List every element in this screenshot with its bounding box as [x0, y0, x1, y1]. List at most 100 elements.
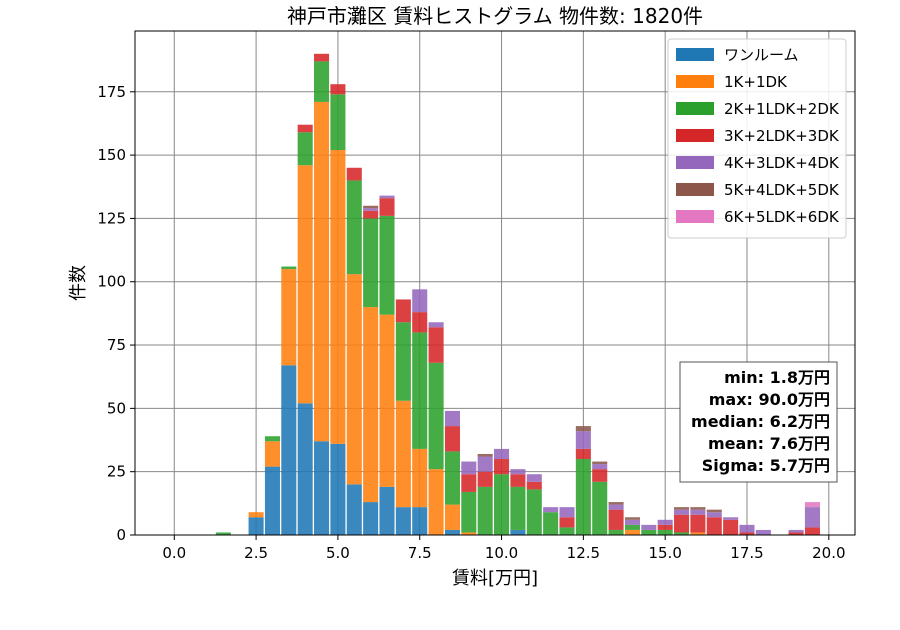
bar-segment — [592, 481, 608, 535]
legend-swatch — [676, 48, 714, 61]
plot-frame — [134, 30, 856, 536]
bar-segment — [330, 84, 346, 95]
bar-segment — [395, 507, 411, 535]
y-tick-label: 0 — [116, 526, 126, 544]
bar-segment — [395, 299, 411, 323]
bar-segment — [395, 322, 411, 401]
bar-segment — [510, 486, 526, 530]
bar-segment — [804, 507, 820, 528]
y-axis-ticks: 0 25 50 75 100 125 150 175 — [97, 83, 135, 544]
y-tick-label: 50 — [107, 399, 126, 417]
bar-segment — [690, 509, 706, 515]
bar-segment — [412, 332, 428, 449]
bar-segment — [346, 274, 362, 485]
x-axis-label: 賃料[万円] — [452, 568, 538, 589]
bar-segment — [706, 509, 722, 513]
stats-line: max: 90.0万円 — [709, 390, 830, 409]
bar-segment — [379, 314, 395, 487]
y-tick-label: 175 — [97, 83, 126, 101]
bar-segment — [657, 529, 673, 535]
bar-segment — [575, 431, 591, 449]
bar-segment — [657, 519, 673, 525]
bar-segment — [674, 509, 690, 515]
bar-segment — [379, 198, 395, 216]
bar-segment — [444, 426, 460, 452]
bar-segment — [559, 507, 575, 518]
bar-segment — [641, 529, 657, 535]
legend-swatch — [676, 156, 714, 169]
bar-segment — [624, 517, 640, 520]
bar-segment — [264, 466, 280, 535]
legend-swatch — [676, 102, 714, 115]
bar-segment — [363, 307, 379, 503]
bar-segment — [608, 504, 624, 510]
bar-segment — [412, 448, 428, 508]
bar-segment — [330, 443, 346, 535]
bar-segment — [657, 524, 673, 530]
bar-segment — [494, 474, 510, 535]
bar-segment — [297, 124, 313, 133]
bar-segment — [690, 514, 706, 533]
bar-segment — [363, 502, 379, 535]
bar-segment — [690, 507, 706, 510]
bar-segment — [363, 210, 379, 219]
bar-segment — [674, 507, 690, 510]
bar-segment — [592, 461, 608, 465]
bar-segment — [428, 362, 444, 470]
bar-segment — [363, 218, 379, 308]
bar-segment — [755, 529, 771, 535]
bar-segment — [346, 484, 362, 535]
bar-segment — [379, 195, 395, 199]
legend-entry: 4K+3LDK+4DK — [724, 154, 840, 172]
bar-segment — [510, 469, 526, 475]
legend-entry: ワンルーム — [724, 46, 799, 64]
legend: ワンルーム 1K+1DK 2K+1LDK+2DK 3K+2LDK+3DK 4K+3LDK… — [667, 38, 847, 239]
bar-segment — [412, 312, 428, 333]
legend-swatch — [676, 183, 714, 196]
bar-segment — [264, 436, 280, 442]
bar-segment — [575, 448, 591, 460]
bar-segment — [510, 474, 526, 487]
bar-segment — [330, 150, 346, 444]
bar-segment — [739, 532, 755, 535]
bar-segment — [248, 517, 264, 535]
bar-segment — [412, 289, 428, 313]
bar-segment — [674, 532, 690, 535]
x-tick-label: 20.0 — [812, 544, 845, 562]
bar-segment — [575, 459, 591, 535]
bar-segment — [297, 165, 313, 404]
bar-segment — [444, 451, 460, 505]
bar-segment — [592, 464, 608, 470]
stats-box: min: 1.8万円 max: 90.0万円 median: 6.2万円 mean: … — [679, 361, 838, 483]
y-axis-label: 件数 — [68, 265, 89, 301]
bar-segment — [624, 529, 640, 535]
bar-segment — [444, 504, 460, 530]
bar-segment — [804, 502, 820, 508]
bar-segment — [608, 509, 624, 530]
bar-segment — [428, 322, 444, 328]
bar-segment — [624, 524, 640, 530]
bar-segment — [428, 469, 444, 535]
bar-segment — [624, 519, 640, 525]
bar-segment — [543, 507, 559, 513]
x-tick-label: 5.0 — [326, 544, 350, 562]
bar-segment — [804, 527, 820, 535]
bar-segment — [788, 532, 804, 535]
stats-line: median: 6.2万円 — [691, 412, 830, 431]
bar-segment — [477, 456, 493, 472]
bar-segment — [314, 61, 330, 102]
bar-segment — [592, 469, 608, 482]
x-tick-label: 2.5 — [244, 544, 268, 562]
bar-segment — [297, 132, 313, 166]
bar-segment — [346, 167, 362, 181]
bar-segment — [314, 441, 330, 535]
bar-segment — [461, 491, 477, 533]
chart-title: 神戸市灘区 賃料ヒストグラム 物件数: 1820件 — [287, 4, 703, 28]
bar-segment — [461, 532, 477, 535]
bar-segment — [314, 53, 330, 62]
bar-segment — [379, 486, 395, 535]
y-tick-label: 125 — [97, 209, 126, 227]
legend-entry: 5K+4LDK+5DK — [724, 181, 840, 199]
stats-frame — [679, 361, 838, 483]
bar-segment — [674, 514, 690, 533]
